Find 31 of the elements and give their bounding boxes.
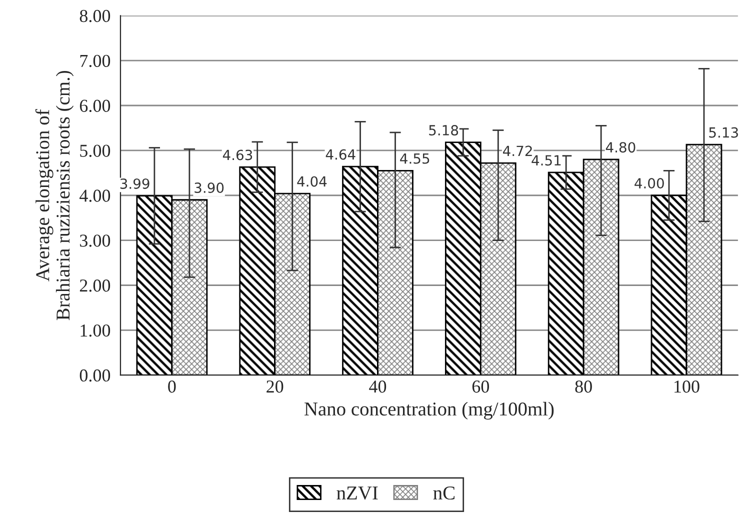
data-label: 5.18 [429,124,458,136]
y-tick-label: 7.00 [80,54,110,68]
y-tick-label: 0.00 [80,369,110,382]
data-label: 4.55 [400,153,430,164]
x-tick-label: 40 [369,380,386,393]
x-tick-label: 0 [168,380,176,393]
data-label: 4.72 [503,146,532,156]
y-axis-title: Average elongation of Brahiaria ruziziensis roots (cm.) [35,70,74,320]
data-label: 3.99 [120,178,150,189]
x-tick-label: 100 [674,380,700,393]
x-tick-label: 60 [472,380,490,393]
data-label: 4.64 [326,149,356,160]
data-label: 4.63 [222,150,252,160]
data-label: 4.04 [297,176,327,187]
y-tick-label: 8.00 [80,10,110,22]
legend-label: nC [433,486,454,500]
y-tick-label: 3.00 [80,234,110,247]
x-tick-label: 80 [575,380,592,393]
y-tick-label: 6.00 [80,100,110,112]
data-label: 4.00 [634,178,664,189]
x-tick-label: 20 [266,380,284,393]
y-tick-label: 1.00 [80,324,110,337]
data-label: 4.80 [606,142,636,153]
data-label: 3.90 [194,182,224,194]
x-axis-title: Nano concentration (mg/100ml) [304,402,554,420]
data-label: 4.51 [532,155,561,166]
data-label: 5.13 [709,127,738,138]
y-tick-label: 5.00 [80,144,110,157]
y-tick-label: 2.00 [80,280,110,292]
y-tick-label: 4.00 [80,190,110,202]
legend-label: nZVI [336,486,378,500]
